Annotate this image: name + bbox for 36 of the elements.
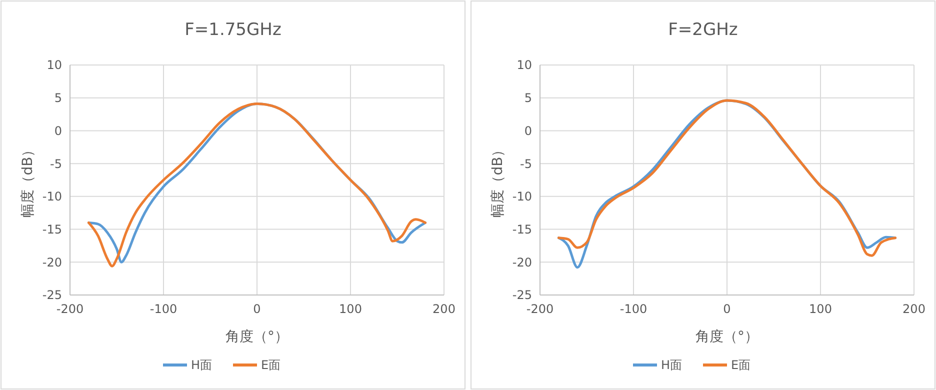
y-tick-label: -15 <box>512 222 532 236</box>
y-tick-label: 5 <box>54 91 62 106</box>
y-axis-title: 幅度（dB） <box>490 142 506 218</box>
x-tick-label: 100 <box>809 302 832 316</box>
y-axis-title: 幅度（dB） <box>20 142 36 218</box>
x-tick-label: 0 <box>253 302 261 316</box>
y-tick-label: -5 <box>50 156 62 171</box>
legend-label: H面 <box>661 358 682 372</box>
y-tick-label: -15 <box>42 222 62 236</box>
legend-label: E面 <box>261 358 281 372</box>
x-tick-label: 100 <box>339 302 362 316</box>
chart-title: F=2GHz <box>668 20 738 40</box>
x-tick-label: -100 <box>150 302 178 316</box>
y-tick-label: -10 <box>42 190 62 204</box>
legend-label: E面 <box>731 358 751 372</box>
y-tick-label: 5 <box>524 91 532 106</box>
chart-title: F=1.75GHz <box>184 20 282 40</box>
x-axis-title: 角度（°） <box>696 329 758 345</box>
y-tick-label: -20 <box>512 255 532 270</box>
legend-label: H面 <box>191 358 212 372</box>
x-tick-label: 200 <box>432 302 456 316</box>
x-tick-label: 200 <box>902 302 926 316</box>
x-tick-label: -200 <box>56 302 84 316</box>
y-tick-label: 0 <box>54 124 62 138</box>
y-tick-label: 10 <box>46 58 62 72</box>
y-tick-label: -25 <box>512 288 532 302</box>
y-tick-label: 10 <box>516 58 532 72</box>
y-tick-label: -5 <box>520 156 532 171</box>
y-tick-label: 0 <box>524 124 532 138</box>
y-tick-label: -25 <box>42 288 62 302</box>
x-axis-title: 角度（°） <box>226 329 288 345</box>
y-tick-label: -10 <box>512 190 532 204</box>
y-tick-label: -20 <box>42 255 62 270</box>
x-tick-label: -100 <box>620 302 648 316</box>
x-tick-label: -200 <box>526 302 554 316</box>
x-tick-label: 0 <box>723 302 731 316</box>
